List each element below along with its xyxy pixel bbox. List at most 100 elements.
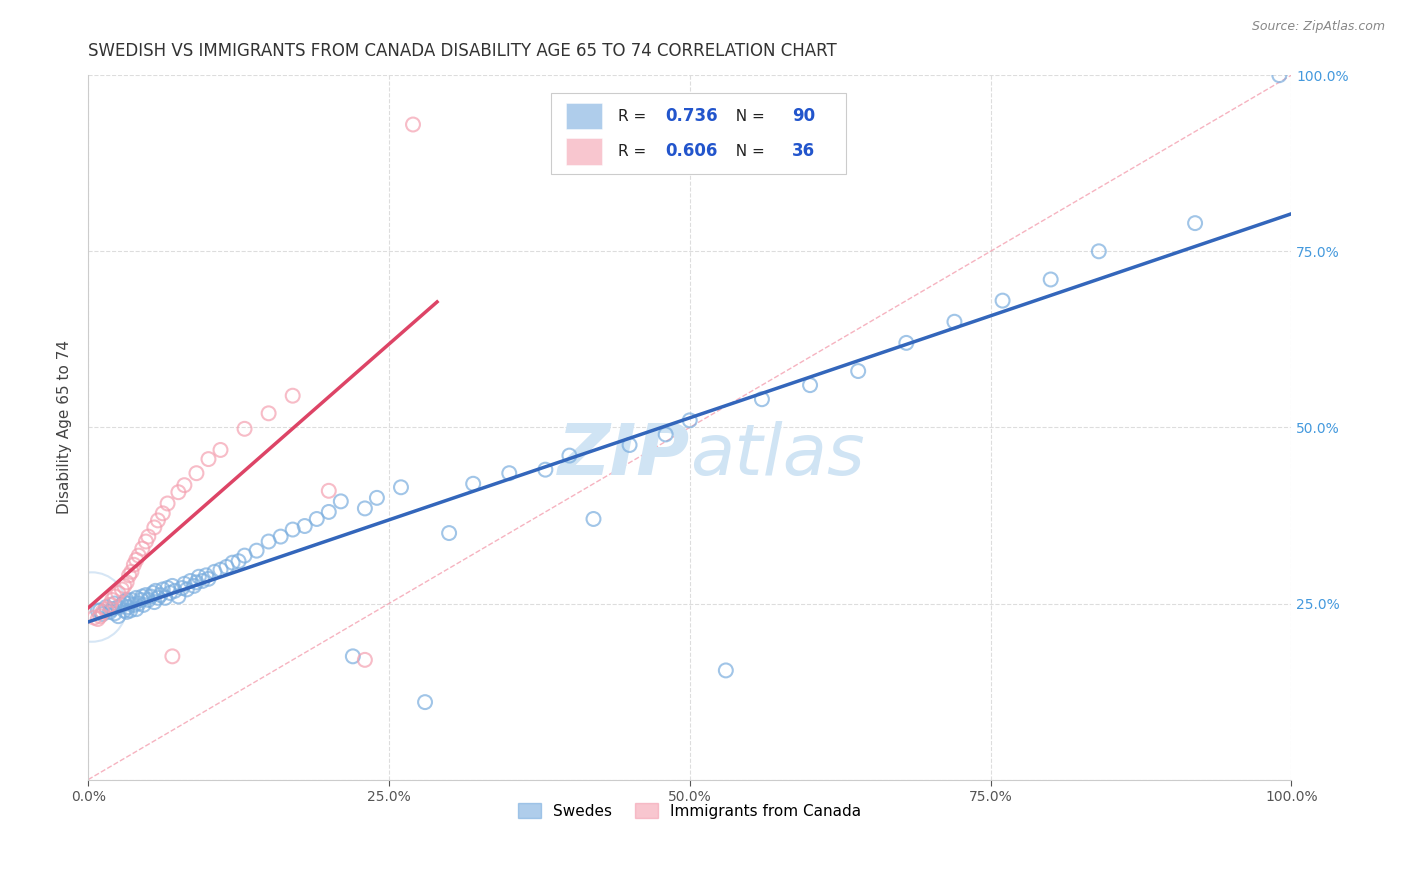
Point [281,523,304,537]
Point [156,496,179,510]
Point [142,586,165,600]
Point [156,581,179,595]
Point [128,549,150,563]
Point [197,452,219,467]
Point [98,598,121,612]
Point [558,449,581,463]
Point [179,574,201,588]
Point [162,649,184,664]
Point [1184,216,1206,230]
Point [679,413,702,427]
FancyBboxPatch shape [565,138,602,165]
Point [163,583,186,598]
Point [170,581,193,595]
Point [153,591,176,605]
Point [143,595,166,609]
Point [131,590,153,604]
Legend: Swedes, Immigrants from Canada: Swedes, Immigrants from Canada [512,797,868,825]
Text: atlas: atlas [690,421,865,490]
Point [167,590,190,604]
Point [896,335,918,350]
Point [176,582,198,597]
Point [197,572,219,586]
Point [463,476,485,491]
Point [714,664,737,678]
Point [107,609,129,624]
FancyBboxPatch shape [565,103,602,129]
Point [111,598,134,612]
Point [115,575,138,590]
Point [146,591,169,605]
Point [991,293,1014,308]
Point [233,422,256,436]
Point [136,593,159,607]
Point [846,364,869,378]
Point [122,558,145,572]
Point [413,695,436,709]
Point [943,315,966,329]
Point [101,602,124,616]
Point [619,438,641,452]
Point [402,118,425,132]
Point [534,463,557,477]
Point [294,519,316,533]
Text: SWEDISH VS IMMIGRANTS FROM CANADA DISABILITY AGE 65 TO 74 CORRELATION CHART: SWEDISH VS IMMIGRANTS FROM CANADA DISABI… [89,42,837,60]
Point [125,553,148,567]
Point [209,563,232,577]
Point [107,600,129,615]
Point [389,480,412,494]
Point [118,597,141,611]
Point [1268,68,1291,82]
Text: N =: N = [725,109,769,124]
Point [122,598,145,612]
Point [654,427,676,442]
Point [281,389,304,403]
Point [191,574,214,588]
Point [159,586,181,600]
Point [125,602,148,616]
Text: Source: ZipAtlas.com: Source: ZipAtlas.com [1251,20,1385,33]
Point [354,501,377,516]
Point [120,603,142,617]
Point [117,600,139,615]
Point [139,590,162,604]
Point [366,491,388,505]
Point [111,582,134,597]
Point [121,565,143,579]
Point [149,588,172,602]
Point [125,591,148,605]
Point [498,466,520,480]
Point [87,603,110,617]
Point [305,512,328,526]
Point [152,506,174,520]
Point [143,520,166,534]
Point [186,575,208,590]
Point [162,579,184,593]
Text: 90: 90 [792,107,815,125]
Point [233,549,256,563]
Point [104,607,127,621]
Point [80,600,103,615]
Point [145,583,167,598]
Point [221,556,243,570]
Y-axis label: Disability Age 65 to 74: Disability Age 65 to 74 [58,341,72,515]
Point [318,505,340,519]
Point [104,597,127,611]
Point [209,442,232,457]
Text: N =: N = [725,144,769,159]
Point [437,526,460,541]
Point [204,565,226,579]
Point [135,588,157,602]
Point [799,378,821,392]
FancyBboxPatch shape [551,93,846,174]
Point [129,593,152,607]
Point [112,579,135,593]
Point [136,530,159,544]
Point [167,485,190,500]
Point [342,649,364,664]
Point [152,582,174,597]
Point [112,603,135,617]
Point [98,605,121,619]
Text: R =: R = [617,144,651,159]
Point [354,653,377,667]
